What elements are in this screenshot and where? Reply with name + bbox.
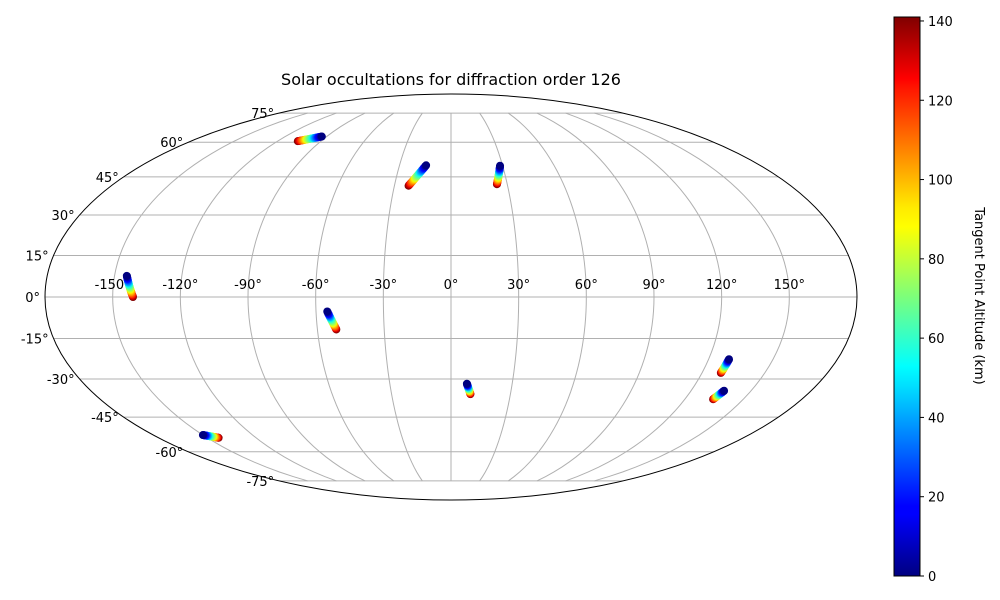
longitude-tick-label: 90° bbox=[642, 278, 665, 293]
chart-title: Solar occultations for diffraction order… bbox=[281, 70, 621, 89]
occultation-point bbox=[422, 161, 431, 170]
longitude-tick-label: 60° bbox=[575, 278, 598, 293]
colorbar-label: Tangent Point Altitude (km) bbox=[971, 206, 986, 384]
colorbar-tick-label: 120 bbox=[928, 94, 953, 109]
meridian-gridline bbox=[112, 112, 308, 482]
latitude-tick-label: -15° bbox=[21, 333, 49, 348]
colorbar-ticks: 0 20 40 60 80 100 120 140 bbox=[920, 15, 953, 585]
meridian-gridline bbox=[594, 112, 790, 482]
latitude-tick-label: -75° bbox=[246, 475, 274, 490]
longitude-tick-label: 150° bbox=[774, 278, 805, 293]
colorbar-tick-label: 60 bbox=[928, 332, 945, 347]
colorbar-tick-label: 100 bbox=[928, 174, 953, 189]
colorbar-tick-label: 140 bbox=[928, 15, 953, 30]
occultation-point bbox=[720, 386, 729, 395]
map-boundary bbox=[44, 93, 858, 501]
meridian-gridline bbox=[179, 112, 337, 482]
occultation-point bbox=[317, 132, 326, 141]
latitude-tick-label: 30° bbox=[52, 209, 75, 224]
longitude-tick-label: -30° bbox=[369, 278, 397, 293]
occultation-point bbox=[198, 431, 207, 440]
longitude-tick-label: -120° bbox=[162, 278, 198, 293]
meridian-gridline bbox=[315, 112, 395, 482]
colorbar-tick-label: 20 bbox=[928, 491, 945, 506]
latitude-tick-label: -30° bbox=[47, 373, 75, 388]
latitude-tick-label: 0° bbox=[25, 291, 40, 306]
occultation-point bbox=[462, 379, 471, 388]
latitude-tick-labels: -75° -60° -45° -30° -15° 0° 15° 30° 45° 60° 75° bbox=[21, 107, 274, 490]
colorbar-tick-label: 0 bbox=[928, 570, 936, 585]
latitude-tick-label: 75° bbox=[251, 107, 274, 122]
longitude-tick-label: -150° bbox=[95, 278, 131, 293]
occultation-point bbox=[122, 271, 131, 280]
occultation-point bbox=[323, 307, 332, 316]
occultation-point bbox=[496, 161, 505, 170]
longitude-tick-label: 0° bbox=[444, 278, 459, 293]
meridian-gridline bbox=[536, 112, 655, 482]
meridian-gridline bbox=[247, 112, 366, 482]
latitude-tick-label: 45° bbox=[96, 171, 119, 186]
colorbar-gradient bbox=[893, 16, 921, 577]
longitude-tick-label: 120° bbox=[706, 278, 737, 293]
colorbar-tick-label: 40 bbox=[928, 411, 945, 426]
latitude-tick-label: 60° bbox=[160, 136, 183, 151]
latitude-tick-label: -60° bbox=[156, 446, 184, 461]
longitude-tick-label: -60° bbox=[302, 278, 330, 293]
graticule-grid bbox=[45, 112, 857, 482]
latitude-tick-label: -45° bbox=[91, 411, 119, 426]
meridian-gridline bbox=[565, 112, 723, 482]
colorbar: 0 20 40 60 80 100 120 140 Tangent Point Altitud… bbox=[893, 15, 986, 585]
colorbar-tick-label: 80 bbox=[928, 253, 945, 268]
meridian-gridline bbox=[382, 112, 423, 482]
latitude-tick-label: 15° bbox=[26, 249, 49, 264]
longitude-tick-label: -90° bbox=[234, 278, 262, 293]
longitude-tick-labels: -150° -120° -90° -60° -30° 0° 30° 60° 90° 120° 150… bbox=[95, 278, 805, 293]
occultation-point bbox=[725, 355, 734, 364]
longitude-tick-label: 30° bbox=[507, 278, 530, 293]
occultation-points bbox=[122, 132, 734, 442]
meridian-gridline bbox=[507, 112, 587, 482]
